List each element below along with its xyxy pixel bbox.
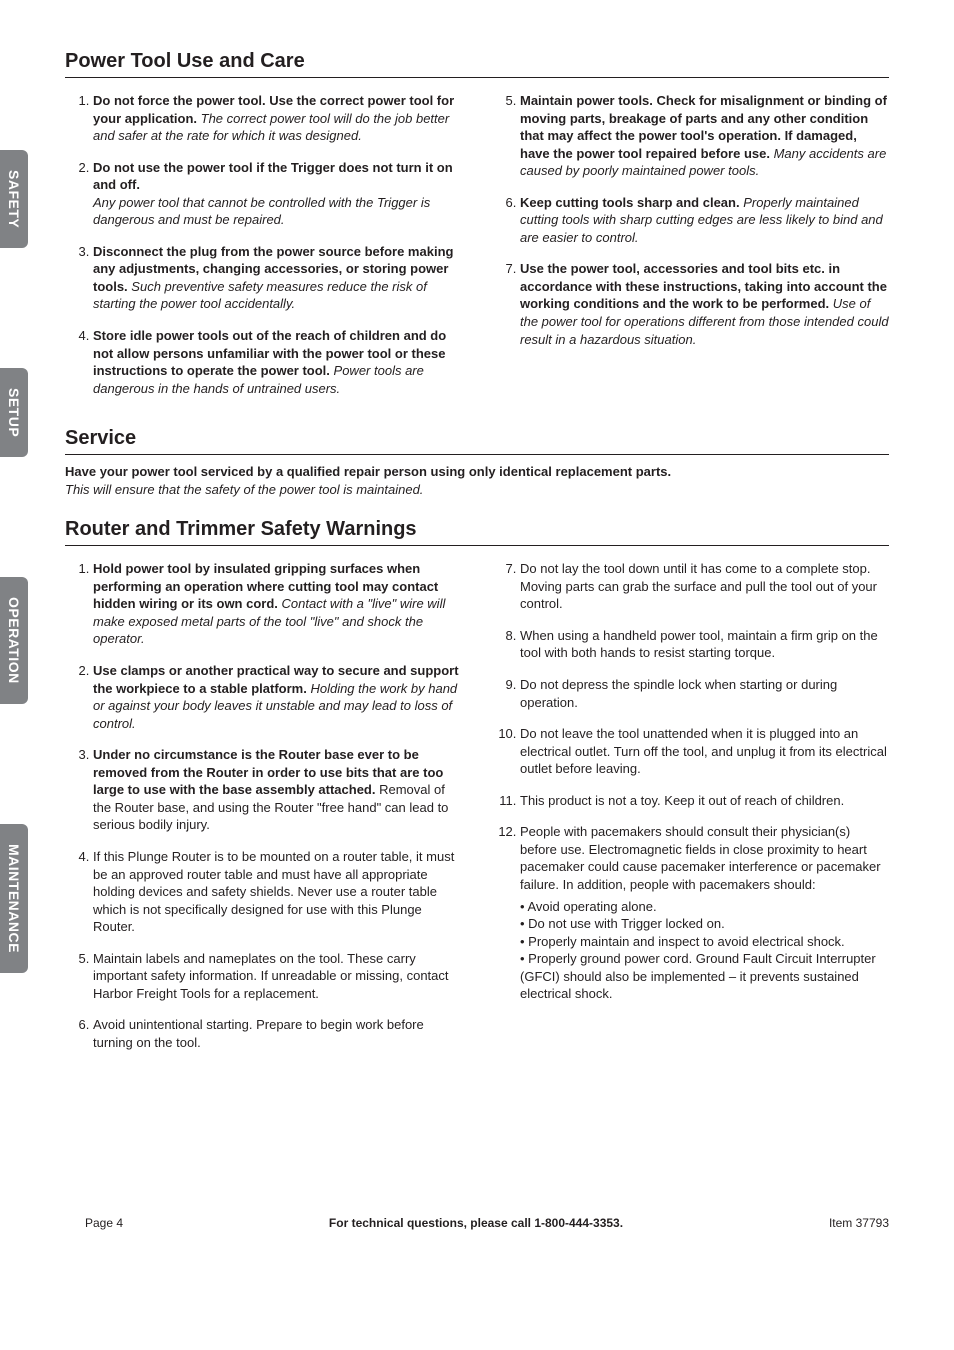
list-item: Under no circumstance is the Router base… xyxy=(93,746,462,834)
list-item: Do not use the power tool if the Trigger… xyxy=(93,159,462,229)
item-plain: Avoid unintentional starting. Prepare to… xyxy=(93,1017,424,1050)
list-item: Do not depress the spindle lock when sta… xyxy=(520,676,889,711)
footer-center: For technical questions, please call 1-8… xyxy=(123,1216,829,1230)
tab-operation: OPERATION xyxy=(0,577,28,704)
list-item: Maintain labels and nameplates on the to… xyxy=(93,950,462,1003)
tab-setup: SETUP xyxy=(0,368,28,457)
list-item: Use clamps or another practical way to s… xyxy=(93,662,462,732)
item-italic: Any power tool that cannot be controlled… xyxy=(93,195,430,228)
list-item: Store idle power tools out of the reach … xyxy=(93,327,462,397)
list-item: Use the power tool, accessories and tool… xyxy=(520,260,889,348)
list-item: Maintain power tools. Check for misalign… xyxy=(520,92,889,180)
list-item: Do not lay the tool down until it has co… xyxy=(520,560,889,613)
tab-maintenance: MAINTENANCE xyxy=(0,824,28,973)
sublist-item: • Avoid operating alone. xyxy=(520,898,889,916)
list-item: When using a handheld power tool, mainta… xyxy=(520,627,889,662)
section-title-service: Service xyxy=(65,427,889,455)
item-plain: Do not leave the tool unattended when it… xyxy=(520,726,887,776)
sublist-item: • Properly ground power cord. Ground Fau… xyxy=(520,950,889,1003)
tab-safety: SAFETY xyxy=(0,150,28,248)
list-item: Do not leave the tool unattended when it… xyxy=(520,725,889,778)
service-bold: Have your power tool serviced by a quali… xyxy=(65,464,671,479)
page-footer: Page 4 For technical questions, please c… xyxy=(85,1216,889,1230)
router-list-left: Hold power tool by insulated gripping su… xyxy=(65,560,462,1065)
section-title-power-tool: Power Tool Use and Care xyxy=(65,50,889,78)
item-plain: Maintain labels and nameplates on the to… xyxy=(93,951,449,1001)
power-tool-list-right: Maintain power tools. Check for misalign… xyxy=(492,92,889,411)
item-plain: When using a handheld power tool, mainta… xyxy=(520,628,878,661)
power-tool-list-left: Do not force the power tool. Use the cor… xyxy=(65,92,462,411)
item-plain: People with pacemakers should consult th… xyxy=(520,824,881,892)
list-item: Disconnect the plug from the power sourc… xyxy=(93,243,462,313)
pacemaker-sublist: • Avoid operating alone. • Do not use wi… xyxy=(520,898,889,1003)
list-item: Hold power tool by insulated gripping su… xyxy=(93,560,462,648)
sublist-item: • Properly maintain and inspect to avoid… xyxy=(520,933,889,951)
service-text: Have your power tool serviced by a quali… xyxy=(65,463,889,498)
item-plain: This product is not a toy. Keep it out o… xyxy=(520,793,844,808)
list-item: Avoid unintentional starting. Prepare to… xyxy=(93,1016,462,1051)
side-tabs: SAFETY SETUP OPERATION MAINTENANCE xyxy=(0,150,28,973)
footer-item: Item 37793 xyxy=(829,1216,889,1230)
footer-page: Page 4 xyxy=(85,1216,123,1230)
item-plain: Do not lay the tool down until it has co… xyxy=(520,561,877,611)
list-item: Do not force the power tool. Use the cor… xyxy=(93,92,462,145)
list-item: If this Plunge Router is to be mounted o… xyxy=(93,848,462,936)
item-plain: If this Plunge Router is to be mounted o… xyxy=(93,849,454,934)
list-item: People with pacemakers should consult th… xyxy=(520,823,889,1002)
service-italic: This will ensure that the safety of the … xyxy=(65,482,423,497)
sublist-item: • Do not use with Trigger locked on. xyxy=(520,915,889,933)
item-italic: Such preventive safety measures reduce t… xyxy=(93,279,427,312)
section-title-router: Router and Trimmer Safety Warnings xyxy=(65,518,889,546)
router-list-right: Do not lay the tool down until it has co… xyxy=(492,560,889,1065)
item-bold: Keep cutting tools sharp and clean. xyxy=(520,195,740,210)
list-item: Keep cutting tools sharp and clean. Prop… xyxy=(520,194,889,247)
item-plain: Do not depress the spindle lock when sta… xyxy=(520,677,837,710)
list-item: This product is not a toy. Keep it out o… xyxy=(520,792,889,810)
item-bold: Do not use the power tool if the Trigger… xyxy=(93,160,453,193)
